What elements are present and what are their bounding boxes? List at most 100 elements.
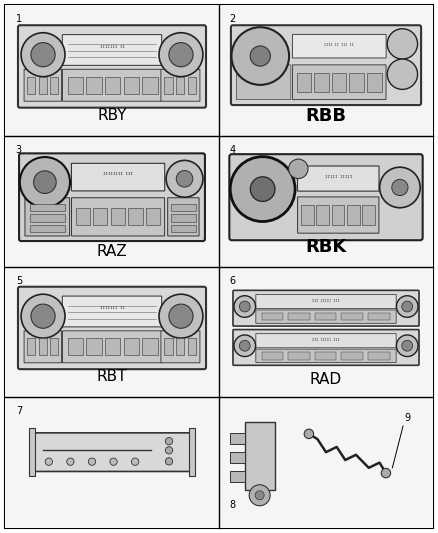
- Bar: [5, 136, 219, 266]
- Text: RBT: RBT: [97, 369, 127, 384]
- Bar: [39, 338, 47, 356]
- FancyBboxPatch shape: [256, 349, 396, 362]
- Circle shape: [289, 159, 308, 179]
- FancyBboxPatch shape: [256, 334, 396, 348]
- Bar: [171, 225, 196, 232]
- FancyBboxPatch shape: [18, 25, 206, 108]
- Bar: [261, 313, 283, 320]
- Circle shape: [251, 177, 275, 201]
- Bar: [317, 205, 329, 225]
- FancyBboxPatch shape: [297, 166, 379, 191]
- Bar: [27, 77, 35, 94]
- Bar: [30, 214, 65, 222]
- FancyBboxPatch shape: [18, 287, 206, 369]
- FancyBboxPatch shape: [161, 69, 200, 101]
- FancyBboxPatch shape: [256, 310, 396, 324]
- Bar: [189, 429, 195, 476]
- Bar: [171, 214, 196, 222]
- Bar: [176, 338, 184, 356]
- Text: IIIIIII II: IIIIIII II: [99, 45, 124, 49]
- Bar: [261, 352, 283, 360]
- Text: III IIIII III: III IIIII III: [312, 299, 340, 303]
- FancyBboxPatch shape: [63, 331, 162, 363]
- Bar: [164, 77, 173, 94]
- FancyBboxPatch shape: [62, 35, 162, 66]
- Circle shape: [380, 167, 420, 208]
- Bar: [230, 453, 245, 463]
- Bar: [341, 313, 363, 320]
- Bar: [68, 77, 83, 94]
- FancyBboxPatch shape: [297, 197, 379, 233]
- Bar: [29, 429, 35, 476]
- Circle shape: [402, 341, 413, 351]
- Bar: [288, 313, 310, 320]
- Bar: [332, 205, 344, 225]
- Circle shape: [159, 294, 203, 338]
- FancyBboxPatch shape: [25, 198, 70, 236]
- FancyBboxPatch shape: [24, 69, 62, 101]
- FancyBboxPatch shape: [34, 433, 190, 472]
- Text: 3: 3: [16, 145, 22, 155]
- Bar: [188, 77, 196, 94]
- Bar: [332, 73, 346, 92]
- Bar: [111, 208, 125, 225]
- Circle shape: [34, 171, 56, 193]
- FancyBboxPatch shape: [71, 198, 165, 236]
- Bar: [5, 397, 219, 528]
- FancyBboxPatch shape: [230, 154, 423, 240]
- Bar: [5, 5, 219, 136]
- Circle shape: [304, 429, 314, 439]
- Text: IIII II III II: IIII II III II: [325, 43, 354, 47]
- Circle shape: [240, 341, 250, 351]
- Bar: [50, 338, 58, 356]
- FancyBboxPatch shape: [168, 198, 199, 236]
- Bar: [50, 77, 58, 94]
- FancyBboxPatch shape: [256, 294, 396, 309]
- Circle shape: [396, 296, 418, 317]
- Circle shape: [21, 33, 65, 77]
- Bar: [105, 338, 120, 356]
- Bar: [176, 77, 184, 94]
- FancyBboxPatch shape: [293, 65, 386, 100]
- FancyBboxPatch shape: [161, 331, 200, 363]
- Bar: [315, 313, 336, 320]
- Bar: [367, 73, 381, 92]
- Text: 7: 7: [16, 406, 22, 416]
- Bar: [315, 352, 336, 360]
- Circle shape: [381, 469, 391, 478]
- Bar: [30, 225, 65, 232]
- Bar: [297, 73, 311, 92]
- Circle shape: [234, 296, 255, 317]
- Circle shape: [166, 438, 173, 445]
- Text: 2: 2: [230, 14, 236, 24]
- Circle shape: [31, 43, 55, 67]
- FancyBboxPatch shape: [237, 65, 291, 100]
- Circle shape: [231, 27, 289, 85]
- Circle shape: [240, 301, 250, 312]
- Text: RBK: RBK: [305, 238, 346, 256]
- Text: RAZ: RAZ: [97, 244, 127, 259]
- Circle shape: [166, 447, 173, 454]
- Bar: [27, 338, 35, 356]
- Bar: [347, 205, 360, 225]
- Circle shape: [159, 33, 203, 77]
- Bar: [68, 338, 83, 356]
- FancyBboxPatch shape: [24, 331, 62, 363]
- Bar: [128, 208, 142, 225]
- Text: RBY: RBY: [97, 108, 127, 123]
- Circle shape: [387, 29, 417, 59]
- Bar: [86, 77, 102, 94]
- FancyBboxPatch shape: [62, 296, 162, 327]
- Bar: [219, 136, 433, 266]
- Bar: [146, 208, 160, 225]
- Text: 5: 5: [16, 276, 22, 286]
- Bar: [230, 472, 245, 482]
- Text: IIIIIII II: IIIIIII II: [99, 306, 124, 311]
- Circle shape: [250, 46, 270, 66]
- Circle shape: [392, 180, 408, 196]
- Circle shape: [67, 458, 74, 465]
- Circle shape: [176, 171, 193, 187]
- Bar: [219, 397, 433, 528]
- Text: 6: 6: [230, 276, 236, 286]
- FancyBboxPatch shape: [233, 290, 419, 326]
